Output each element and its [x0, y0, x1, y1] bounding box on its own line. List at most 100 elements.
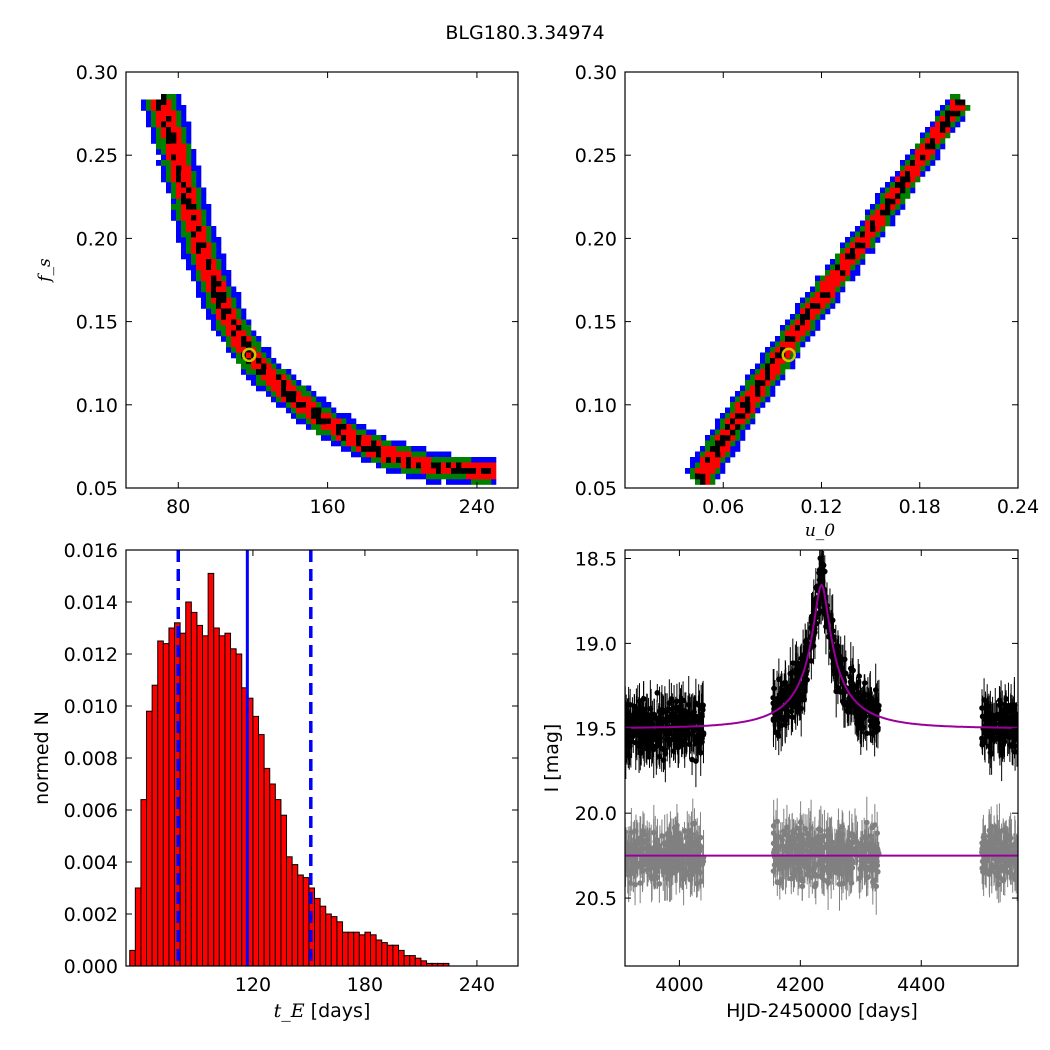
density-cell-red	[730, 413, 736, 419]
density-cell-blue	[321, 402, 327, 408]
density-cell-black	[176, 165, 182, 172]
density-cell-red	[735, 418, 741, 425]
density-cell-red	[446, 468, 452, 474]
density-cell-blue	[960, 116, 966, 122]
density-cell-red	[745, 391, 751, 397]
density-cell-green	[930, 154, 936, 161]
density-cell-black	[236, 325, 242, 331]
density-cell-red	[186, 209, 192, 216]
density-cell-red	[261, 374, 267, 381]
density-cell-blue	[161, 171, 167, 177]
density-cell-green	[850, 237, 856, 243]
density-cell-blue	[820, 314, 826, 320]
density-cell-green	[246, 369, 252, 375]
density-cell-green	[341, 418, 347, 425]
density-cell-green	[486, 479, 492, 485]
density-cell-red	[251, 363, 257, 370]
density-cell-red	[326, 413, 332, 419]
density-cell-green	[885, 187, 891, 194]
density-cell-red	[820, 297, 826, 304]
density-cell-green	[226, 292, 232, 298]
data-point	[870, 718, 876, 724]
data-point	[782, 721, 788, 728]
density-cell-blue	[431, 479, 437, 485]
density-cell-red	[705, 473, 711, 480]
density-cell-red	[391, 451, 397, 458]
density-cell-red	[910, 176, 916, 183]
data-point	[1007, 856, 1014, 863]
density-cell-blue	[431, 451, 437, 458]
density-cell-black	[755, 380, 761, 386]
y-tick-label: 0.20	[575, 228, 617, 250]
data-point	[783, 844, 790, 851]
density-cell-red	[191, 193, 197, 199]
density-cell-blue	[206, 215, 212, 221]
density-cell-green	[181, 138, 187, 144]
density-cell-black	[895, 182, 901, 188]
density-cell-red	[890, 193, 896, 199]
density-cell-black	[211, 286, 217, 293]
density-cell-blue	[421, 446, 427, 452]
density-cell-green	[815, 281, 821, 287]
density-cell-red	[226, 319, 232, 326]
density-cell-red	[406, 451, 412, 458]
histogram-bar	[134, 887, 142, 967]
data-point	[874, 847, 881, 853]
density-cell-black	[760, 380, 766, 386]
density-cell-black	[196, 248, 202, 254]
y-axis-label: f_s	[35, 258, 55, 284]
density-cell-blue	[740, 385, 746, 392]
density-cell-green	[306, 391, 312, 397]
data-point	[824, 855, 831, 862]
density-cell-red	[780, 358, 786, 364]
density-cell-blue	[760, 402, 766, 408]
density-cell-green	[186, 149, 192, 155]
density-cell-black	[206, 259, 212, 265]
density-cell-blue	[231, 352, 237, 359]
density-cell-green	[186, 160, 192, 166]
density-cell-blue	[840, 286, 846, 293]
density-cell-red	[196, 264, 202, 271]
histogram-bar	[302, 877, 310, 967]
density-cell-red	[161, 105, 167, 111]
density-cell-blue	[196, 182, 202, 188]
density-cell-blue	[755, 363, 761, 370]
density-cell-blue	[730, 396, 736, 403]
y-tick-label: 0.004	[64, 852, 118, 874]
data-point	[640, 728, 647, 735]
density-cell-red	[905, 182, 911, 188]
density-cell-green	[436, 473, 442, 480]
density-cell-red	[201, 270, 207, 276]
density-cell-blue	[750, 369, 756, 375]
x-axis-label: HJD-2450000 [days]	[726, 1000, 918, 1022]
density-cell-red	[845, 248, 851, 254]
density-cell-black	[895, 193, 901, 199]
data-point	[783, 831, 789, 838]
density-cell-black	[166, 116, 172, 122]
density-cell-black	[286, 396, 292, 403]
density-cell-blue	[276, 402, 282, 408]
density-cell-blue	[875, 237, 881, 243]
data-point	[625, 749, 629, 756]
density-cell-red	[925, 138, 931, 144]
data-point	[686, 741, 693, 748]
density-cell-red	[805, 303, 811, 309]
data-point	[657, 842, 663, 849]
data-point	[1007, 742, 1013, 748]
density-cell-red	[336, 435, 342, 441]
density-cell-blue	[476, 457, 482, 463]
data-point	[797, 819, 804, 826]
density-cell-red	[705, 468, 711, 474]
density-cell-blue	[166, 182, 172, 188]
density-cell-red	[775, 369, 781, 375]
density-cell-red	[815, 292, 821, 298]
data-point	[640, 828, 646, 834]
density-cell-red	[855, 248, 861, 254]
density-cell-blue	[191, 275, 197, 282]
density-cell-blue	[775, 380, 781, 386]
density-cell-red	[885, 193, 891, 199]
density-cell-green	[850, 264, 856, 271]
density-cell-blue	[236, 292, 242, 298]
density-cell-blue	[471, 457, 477, 463]
density-cell-red	[870, 231, 876, 238]
